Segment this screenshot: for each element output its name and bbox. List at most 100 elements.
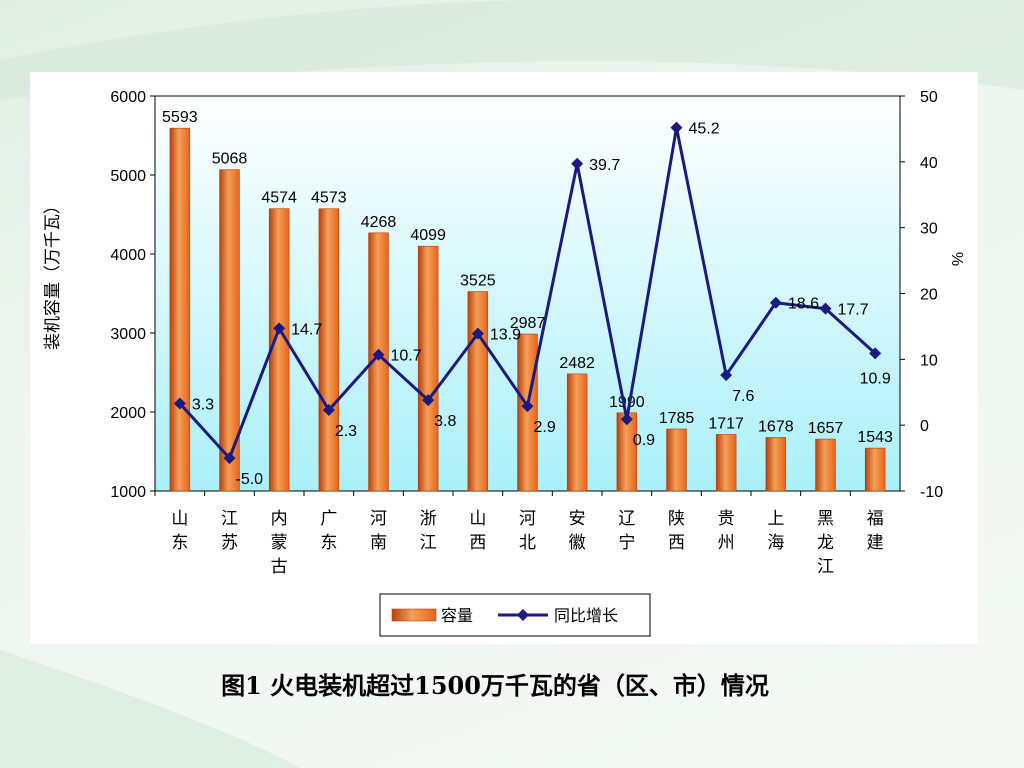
legend: 容量 同比增长 [379,593,651,637]
line-marker [173,397,186,410]
bar [666,428,687,492]
legend-bar-label: 容量 [441,606,473,625]
bar-data-label: 2482 [559,355,595,372]
chart: 5593 5068 4574 4573 4268 4099 3525 2987 2482 1990… [43,89,965,637]
category-label: 古 [271,557,288,577]
category-label: 海 [767,533,784,553]
line-data-label: 2.3 [335,423,357,440]
left-tick-label: 6000 [110,89,146,106]
line-marker [422,394,435,407]
legend-line-marker [517,609,529,621]
line-marker [869,347,882,360]
bar [219,169,240,492]
line-data-label: 39.7 [589,157,620,174]
category-label: 江 [420,533,437,553]
figure-caption: 图1 火电装机超过1500万千瓦的省（区、市）情况 [221,671,769,700]
category-label: 西 [668,533,685,553]
line-data-label: 2.9 [534,419,556,436]
bar [566,373,588,492]
category-label: 福 [867,509,884,529]
bar [318,208,340,492]
bar-data-label: 1717 [708,415,744,432]
line-data-label: 10.7 [391,348,422,365]
line-data-label: 7.6 [732,388,754,405]
line-series [173,121,882,465]
line-data-label: -5.0 [236,471,264,488]
legend-line-label: 同比增长 [554,606,618,625]
category-label: 南 [370,533,387,553]
bar-data-label: 1990 [609,394,645,411]
right-tick-label: 50 [920,89,938,106]
bar [864,447,886,492]
line-marker [223,452,236,465]
bar [715,434,737,492]
right-tick-label: 10 [920,352,938,369]
left-tick-label: 3000 [110,326,146,343]
category-label: 龙 [817,533,834,553]
category-label: 内 [271,509,288,529]
y-axis-label: 装机容量（万千瓦） [43,197,63,350]
line-marker [769,296,782,309]
left-tick-label: 5000 [110,168,146,185]
right-tick-label: 30 [920,221,938,238]
line-data-label: 10.9 [860,370,891,387]
bar-data-label: 1543 [857,429,893,446]
bar-data-label: 1678 [758,418,794,435]
category-label: 江 [817,557,834,577]
bar-data-label: 5068 [212,151,248,168]
bar-data-label: 3525 [460,273,496,290]
right-tick-label: 20 [920,287,938,304]
bar-data-label: 4573 [311,190,347,207]
category-label: 广 [320,509,337,529]
category-label: 宁 [618,533,635,553]
right-tick-label: -10 [920,484,943,501]
category-label: 蒙 [271,533,288,553]
bar [417,245,439,492]
line-data-label: 45.2 [689,121,720,138]
bar [268,208,290,492]
line-marker [720,369,733,382]
bar [467,291,489,492]
line-marker [670,121,683,134]
legend-bar-swatch [391,608,437,622]
line-marker [521,400,534,413]
bar-data-label: 5593 [162,109,198,126]
chart-card: 5593 5068 4574 4573 4268 4099 3525 2987 2482 1990… [30,72,978,644]
bar [517,333,538,492]
right-axis: -10 0 10 20 30 40 50 [900,89,943,501]
category-label: 西 [469,533,486,553]
line-marker [372,348,385,361]
category-label: 徽 [569,533,586,553]
line-marker [620,413,633,426]
line-marker [571,157,584,170]
category-label: 陕 [668,509,685,529]
line-data-label: 18.6 [788,296,819,313]
bar-data-label: 4574 [261,190,297,207]
category-label: 北 [519,533,536,553]
left-axis: 1000 2000 3000 4000 5000 6000 [110,89,155,501]
left-tick-label: 2000 [110,405,146,422]
line-data-label: 3.3 [192,396,214,413]
bar-series [169,127,886,492]
category-label: 黑 [817,509,834,529]
category-label: 河 [370,509,387,529]
category-label: 河 [519,509,536,529]
bar [815,438,836,492]
bar-data-label: 1657 [808,420,844,437]
bar-data-label: 4099 [410,227,446,244]
category-label: 州 [718,533,735,553]
line-data-label: 0.9 [633,432,655,449]
line-labels: 3.3 -5.0 14.7 2.3 10.7 3.8 13.9 2.9 39.7 0.9 45.2 7… [192,121,891,488]
category-label: 辽 [618,509,635,529]
bar-data-label: 4268 [361,214,397,231]
left-tick-label: 4000 [110,247,146,264]
line-data-label: 17.7 [838,302,869,319]
line-data-label: 14.7 [291,321,322,338]
y2-axis-label: % [948,252,965,266]
line-marker [322,404,335,417]
category-label: 山 [171,509,188,529]
category-label: 上 [767,509,784,529]
right-tick-label: 40 [920,155,938,172]
